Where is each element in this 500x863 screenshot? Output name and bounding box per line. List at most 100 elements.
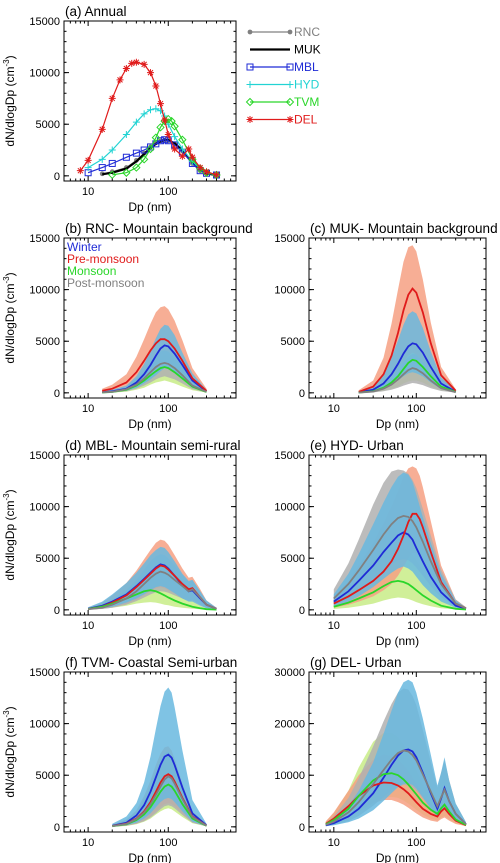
data-point [152, 105, 160, 113]
y-tick-label: 5000 [36, 336, 60, 348]
data-point [171, 133, 179, 141]
legend-item-tvm: TVM [245, 95, 319, 109]
y-axis-label: dN/dlogDp (cm-3) [2, 55, 17, 146]
y-tick-label: 5000 [281, 553, 305, 565]
data-point [285, 97, 295, 107]
data-point [146, 144, 155, 154]
data-point [178, 152, 186, 160]
y-axis-label-sup: -3 [2, 276, 11, 284]
series-line-winter [333, 531, 467, 610]
x-axis-label: Dp (nm) [128, 200, 171, 214]
panel-title: (g) DEL- Urban [310, 655, 402, 670]
series-line-post-monsoon [333, 514, 467, 610]
series-line-post-monsoon [325, 749, 467, 826]
x-tick-label: 10 [82, 620, 94, 632]
series-band-winter [112, 687, 207, 827]
legend-label-post-monsoon: Post-monsoon [67, 276, 144, 290]
y-tick-label: 15000 [29, 450, 60, 462]
data-point [116, 76, 124, 84]
legend-item-muk: MUK [250, 43, 321, 57]
series-line-pre-monsoon [333, 512, 467, 610]
panel-3: 0 5000 10000 15000 10 100 Dp (nm) (c) MUK- Moun… [274, 221, 497, 431]
y-tick-label: 15000 [274, 233, 305, 245]
data-point [132, 149, 140, 157]
data-point [246, 116, 254, 123]
series-line-post-monsoon [88, 570, 217, 611]
series-line-pre-monsoon [358, 287, 457, 393]
x-axis-label: Dp (nm) [128, 417, 171, 431]
data-point [157, 137, 165, 145]
legend-label-pre-monsoon: Pre-monsoon [67, 252, 139, 266]
legend-label: RNC [294, 25, 320, 39]
x-tick-label: 100 [159, 186, 177, 198]
series-line-winter [112, 753, 208, 827]
data-point [132, 163, 141, 172]
panel-title: (d) MBL- Mountain semi-rural [65, 438, 241, 453]
data-point [108, 170, 117, 180]
y-axis-label-main: dN/dlogDp (cm [3, 718, 17, 798]
data-point [157, 100, 165, 108]
series-band-winter [333, 472, 466, 610]
data-point [245, 97, 255, 107]
data-point [98, 125, 106, 133]
data-point [213, 171, 221, 179]
legend-label: DEL [294, 113, 318, 127]
y-tick-label: 10000 [29, 719, 60, 731]
legend-label-monsoon: Monsoon [67, 264, 116, 278]
y-tick-label: 0 [299, 822, 305, 834]
y-tick-label: 10000 [274, 770, 305, 782]
data-point [170, 122, 179, 131]
series-line-post-monsoon [358, 367, 456, 394]
data-layer [358, 245, 457, 394]
data-point [246, 63, 254, 71]
legend-label: MUK [294, 43, 321, 57]
x-tick-label: 10 [328, 837, 340, 849]
data-point [122, 153, 130, 161]
y-tick-label: 10000 [29, 285, 60, 297]
data-point [185, 145, 193, 153]
legend-item-hyd: HYD [246, 78, 320, 92]
data-layer [333, 466, 467, 611]
y-tick-label: 30000 [274, 667, 305, 679]
y-axis-label-sup: -3 [2, 710, 11, 718]
panel-6: 0 5000 10000 15000 10 100 Dp (nm) dN/dlogDp (cm… [2, 655, 237, 863]
data-point [161, 136, 169, 144]
legend-item-del: DEL [246, 113, 318, 127]
series-line-post-monsoon [102, 361, 207, 394]
x-tick-label: 100 [407, 620, 425, 632]
y-tick-label: 0 [54, 171, 60, 183]
data-point [108, 94, 116, 102]
y-axis-label: dN/dlogDp (cm-3) [2, 272, 17, 363]
series-line-post-monsoon [112, 775, 207, 827]
y-axis-label-end: ) [3, 706, 17, 710]
data-point [171, 145, 179, 153]
x-tick-label: 100 [159, 403, 177, 415]
x-tick-label: 10 [328, 620, 340, 632]
x-tick-label: 100 [159, 620, 177, 632]
x-tick-label: 100 [407, 403, 425, 415]
y-axis-label-end: ) [3, 272, 17, 276]
x-tick-label: 10 [82, 403, 94, 415]
data-point [140, 60, 148, 68]
panel-1: 0 5000 10000 15000 10 100 Dp (nm) dN/dlogDp (cm… [2, 4, 237, 214]
y-axis-label-main: dN/dlogDp (cm [3, 284, 17, 364]
x-axis-label: Dp (nm) [376, 417, 419, 431]
data-point [151, 133, 161, 142]
data-point [246, 81, 254, 88]
y-tick-label: 10000 [274, 285, 305, 297]
data-point [98, 164, 106, 172]
data-point [178, 135, 187, 144]
x-axis-label: Dp (nm) [376, 851, 419, 863]
y-tick-label: 5000 [36, 119, 60, 131]
series-band-winter [325, 679, 466, 827]
data-layer [87, 539, 217, 611]
data-point [164, 131, 172, 139]
series-line-monsoon [333, 579, 467, 611]
data-point [122, 168, 131, 177]
y-tick-label: 0 [299, 605, 305, 617]
panel-title: (a) Annual [65, 4, 127, 19]
data-point [152, 82, 160, 90]
data-layer [102, 306, 208, 394]
y-tick-label: 15000 [29, 233, 60, 245]
data-point [286, 81, 294, 88]
